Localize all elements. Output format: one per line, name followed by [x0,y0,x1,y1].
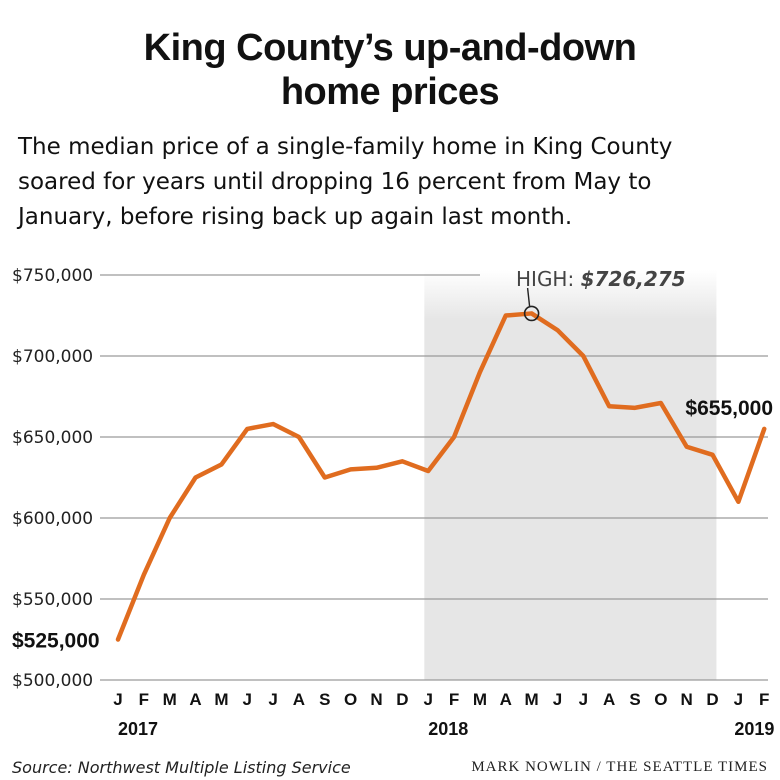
y-tick-label: $550,000 [12,590,93,610]
data-point [323,476,327,480]
high-leader-line [526,287,531,307]
data-point [555,328,559,332]
y-tick-label: $750,000 [12,266,93,286]
x-tick-label: J [243,690,252,709]
x-year-label: 2019 [734,719,774,739]
x-tick-label: N [370,690,382,709]
x-year-label: 2018 [428,719,468,739]
x-tick-label: J [113,690,122,709]
data-point [116,638,120,642]
median-price-line [115,311,767,642]
x-tick-label: M [525,690,539,709]
subtitle-line-3: January, before rising back up again las… [18,204,573,230]
data-point [219,463,223,467]
credit-line: MARK NOWLIN / THE SEATTLE TIMES [471,759,768,775]
subtitle-line-1: The median price of a single-family home… [18,134,673,160]
data-point [504,314,508,318]
data-point [194,476,198,480]
x-tick-label: M [214,690,228,709]
x-tick-label: F [759,690,769,709]
data-point [736,500,740,504]
x-tick-label: S [319,690,330,709]
x-tick-label: A [500,690,512,709]
x-tick-label: A [293,690,305,709]
x-tick-label: A [603,690,615,709]
data-point [400,459,404,463]
y-tick-label: $500,000 [12,671,93,691]
high-label: HIGH: $726,275 [516,267,686,291]
data-point [142,573,146,577]
data-point [426,469,430,473]
start-value-label: $525,000 [12,630,100,653]
data-point [297,435,301,439]
subtitle-line-2: soared for years until dropping 16 perce… [18,169,652,195]
data-point [478,370,482,374]
data-point [245,427,249,431]
data-point [530,311,534,315]
data-point [271,422,275,426]
x-tick-label: O [654,690,667,709]
x-tick-label: N [681,690,693,709]
x-tick-label: D [706,690,718,709]
data-point [659,401,663,405]
x-tick-label: J [423,690,432,709]
x-tick-label: F [139,690,149,709]
data-point [452,435,456,439]
source-note: Source: Northwest Multiple Listing Servi… [12,758,351,777]
data-point [375,466,379,470]
x-tick-label: O [344,690,357,709]
chart-title-line-1: King County’s up-and-down [143,27,637,69]
x-tick-label: M [163,690,177,709]
end-value-label: $655,000 [685,397,773,420]
y-tick-label: $600,000 [12,509,93,529]
chart-title-line-2: home prices [280,71,500,113]
x-tick-label: J [553,690,562,709]
x-tick-label: A [189,690,201,709]
data-point [633,406,637,410]
data-point [762,427,766,431]
data-point [168,516,172,520]
x-tick-label: F [449,690,459,709]
chart-title: King County’s up-and-down home prices [0,26,780,114]
y-tick-label: $650,000 [12,428,93,448]
chart-subtitle: The median price of a single-family home… [18,130,768,235]
x-tick-label: J [268,690,277,709]
data-point [349,467,353,471]
high-marker [523,305,540,322]
x-tick-label: S [629,690,640,709]
data-point [581,354,585,358]
x-tick-label: J [579,690,588,709]
shaded-2018-band [424,270,717,680]
data-point [711,453,715,457]
y-tick-label: $700,000 [12,347,93,367]
x-year-label: 2017 [118,719,158,739]
x-tick-label: D [396,690,408,709]
x-tick-label: J [734,690,743,709]
data-point [607,404,611,408]
x-tick-label: M [473,690,487,709]
data-point [685,445,689,449]
